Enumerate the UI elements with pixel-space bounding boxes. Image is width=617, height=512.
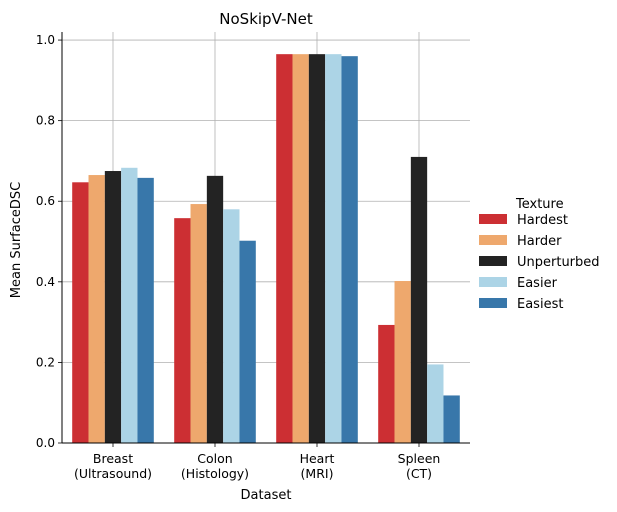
x-tick-label: (MRI) <box>301 466 334 481</box>
legend-swatch <box>479 214 507 224</box>
x-tick-label: Colon <box>197 451 232 466</box>
legend-label: Hardest <box>517 213 568 228</box>
y-tick-labels: 0.0 0.2 0.4 0.6 0.8 1.0 <box>36 33 55 450</box>
legend-label: Easiest <box>517 297 563 312</box>
legend-label: Harder <box>517 234 562 249</box>
bar-easiest <box>239 240 256 443</box>
legend-swatch <box>479 235 507 245</box>
bar-easiest <box>443 395 460 443</box>
bar-easier <box>427 364 444 443</box>
y-tick-label: 0.8 <box>36 114 55 128</box>
bar-harder <box>190 204 207 443</box>
bar-hardest <box>72 182 89 443</box>
chart-title: NoSkipV-Net <box>219 10 313 28</box>
legend-swatch <box>479 256 507 266</box>
x-tick-label: (Ultrasound) <box>74 466 152 481</box>
bar-easier <box>325 54 342 443</box>
bar-harder <box>394 281 411 443</box>
bar-harder <box>292 54 309 443</box>
legend-title: Texture <box>515 197 564 212</box>
bar-unperturbed <box>206 175 224 443</box>
bar-hardest <box>174 218 191 443</box>
y-tick-label: 0.4 <box>36 275 55 289</box>
x-tick-label: (CT) <box>406 466 432 481</box>
bar-harder <box>88 175 105 443</box>
x-axis-label: Dataset <box>241 488 292 503</box>
bar-easier <box>121 167 138 443</box>
bar-easier <box>223 209 240 443</box>
legend-swatch <box>479 277 507 287</box>
axes <box>58 32 470 447</box>
y-axis-label: Mean SurfaceDSC <box>9 182 24 298</box>
bars <box>72 54 460 444</box>
bar-unperturbed <box>308 54 326 443</box>
y-tick-label: 1.0 <box>36 33 55 47</box>
bar-hardest <box>378 324 395 443</box>
x-tick-label: Breast <box>93 451 133 466</box>
x-tick-label: (Histology) <box>181 466 249 481</box>
x-tick-label: Heart <box>300 451 335 466</box>
bar-unperturbed <box>410 156 428 444</box>
y-tick-label: 0.2 <box>36 355 55 369</box>
legend-label: Unperturbed <box>517 255 600 270</box>
bar-hardest <box>276 54 293 443</box>
x-tick-label: Spleen <box>398 451 441 466</box>
bar-unperturbed <box>104 171 122 443</box>
y-tick-label: 0.6 <box>36 194 55 208</box>
x-tick-labels: Breast(Ultrasound)Colon(Histology)Heart(… <box>74 451 440 481</box>
bar-easiest <box>341 56 358 443</box>
legend-label: Easier <box>517 276 558 291</box>
y-tick-label: 0.0 <box>36 436 55 450</box>
bar-easiest <box>137 177 154 444</box>
legend: Texture Hardest Harder Unperturbed Easier Ea… <box>479 197 600 312</box>
legend-swatch <box>479 298 507 308</box>
